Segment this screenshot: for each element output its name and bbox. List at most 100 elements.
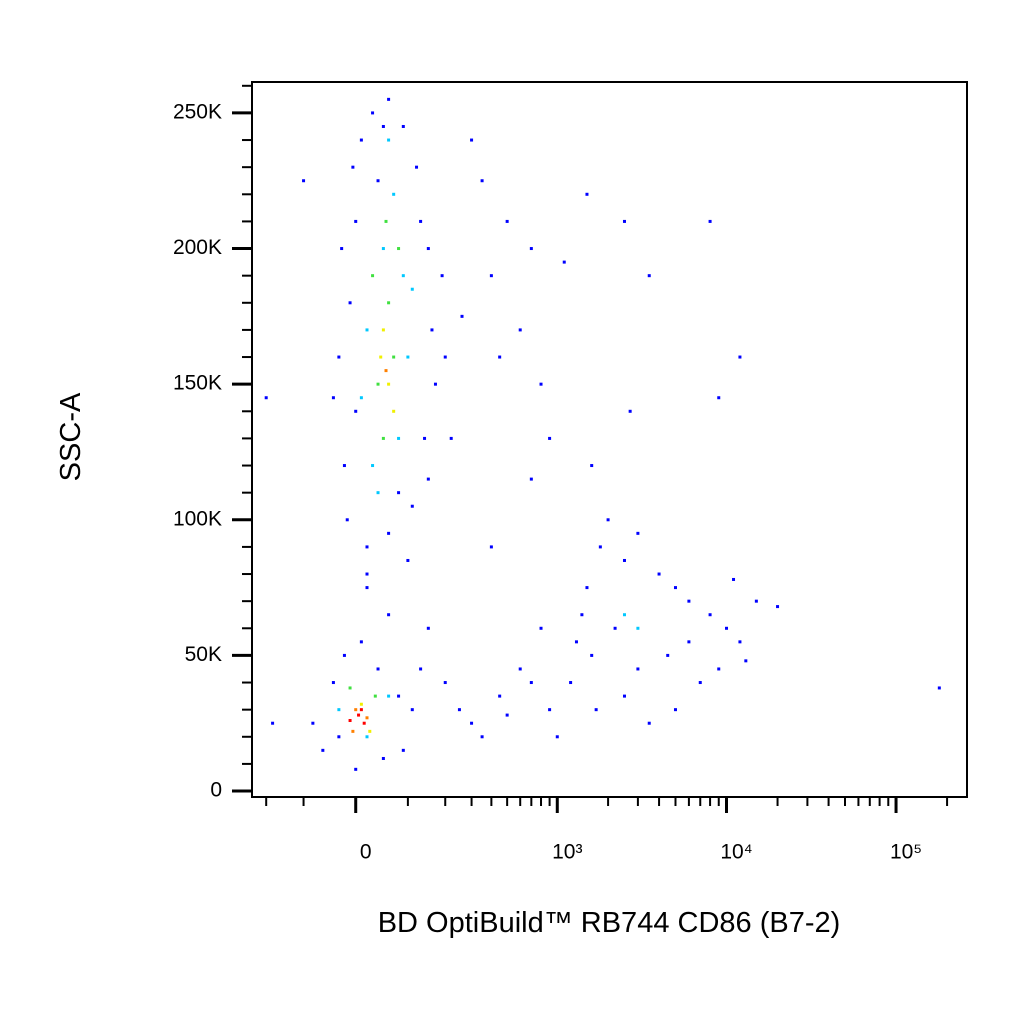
point	[387, 694, 391, 698]
point	[359, 640, 363, 644]
point	[419, 667, 423, 671]
y-tick-label: 150K	[173, 372, 222, 395]
point	[387, 138, 391, 142]
point	[387, 97, 391, 101]
point	[518, 328, 522, 332]
point	[348, 719, 352, 723]
point	[387, 613, 391, 617]
point	[426, 247, 430, 251]
point	[647, 721, 651, 725]
point	[362, 721, 366, 725]
point	[387, 531, 391, 535]
point	[337, 355, 341, 359]
point	[937, 686, 941, 690]
point	[498, 694, 502, 698]
point	[337, 708, 341, 712]
point	[529, 681, 533, 685]
point	[717, 667, 721, 671]
point	[387, 382, 391, 386]
point	[373, 694, 377, 698]
point	[548, 708, 552, 712]
point	[657, 572, 661, 576]
point	[365, 735, 369, 739]
point	[580, 613, 584, 617]
point	[387, 301, 391, 305]
point	[354, 219, 358, 223]
point	[562, 260, 566, 264]
point	[590, 464, 594, 468]
point	[708, 613, 712, 617]
point	[443, 355, 447, 359]
point	[351, 729, 355, 733]
point	[647, 274, 651, 278]
point	[397, 491, 401, 495]
point	[574, 640, 578, 644]
point	[590, 653, 594, 657]
point	[555, 735, 559, 739]
point	[376, 179, 380, 183]
point	[331, 396, 335, 400]
point	[443, 681, 447, 685]
point	[636, 531, 640, 535]
point	[359, 138, 363, 142]
point	[401, 748, 405, 752]
point	[480, 179, 484, 183]
point	[351, 165, 355, 169]
point	[732, 577, 736, 581]
point	[406, 355, 410, 359]
point	[606, 518, 610, 522]
point	[613, 626, 617, 630]
plot-frame	[251, 81, 968, 798]
point	[381, 247, 385, 251]
point	[518, 667, 522, 671]
point	[598, 545, 602, 549]
y-tick-label: 250K	[173, 100, 222, 123]
point	[331, 681, 335, 685]
point	[470, 138, 474, 142]
point	[381, 436, 385, 440]
point	[321, 748, 325, 752]
point	[622, 694, 626, 698]
point	[392, 355, 396, 359]
point	[415, 165, 419, 169]
point	[505, 713, 509, 717]
point	[354, 409, 358, 413]
point	[381, 124, 385, 128]
point	[738, 355, 742, 359]
point	[628, 409, 632, 413]
point	[744, 659, 748, 663]
point	[345, 518, 349, 522]
point	[673, 708, 677, 712]
point	[529, 247, 533, 251]
point	[548, 436, 552, 440]
point	[636, 667, 640, 671]
point	[622, 558, 626, 562]
point	[489, 274, 493, 278]
point	[433, 382, 437, 386]
point	[673, 586, 677, 590]
point	[426, 626, 430, 630]
point	[264, 396, 268, 400]
point	[379, 355, 383, 359]
point	[419, 219, 423, 223]
point	[539, 382, 543, 386]
point	[302, 179, 306, 183]
point	[585, 192, 589, 196]
point	[449, 436, 453, 440]
point	[397, 694, 401, 698]
point	[359, 396, 363, 400]
point	[376, 491, 380, 495]
point	[381, 328, 385, 332]
point	[529, 477, 533, 481]
point	[725, 626, 729, 630]
point	[666, 653, 670, 657]
point	[397, 436, 401, 440]
point	[397, 247, 401, 251]
point	[457, 708, 461, 712]
point	[708, 219, 712, 223]
y-tick-label: 100K	[173, 507, 222, 530]
point	[423, 436, 427, 440]
point	[340, 247, 344, 251]
point	[365, 586, 369, 590]
